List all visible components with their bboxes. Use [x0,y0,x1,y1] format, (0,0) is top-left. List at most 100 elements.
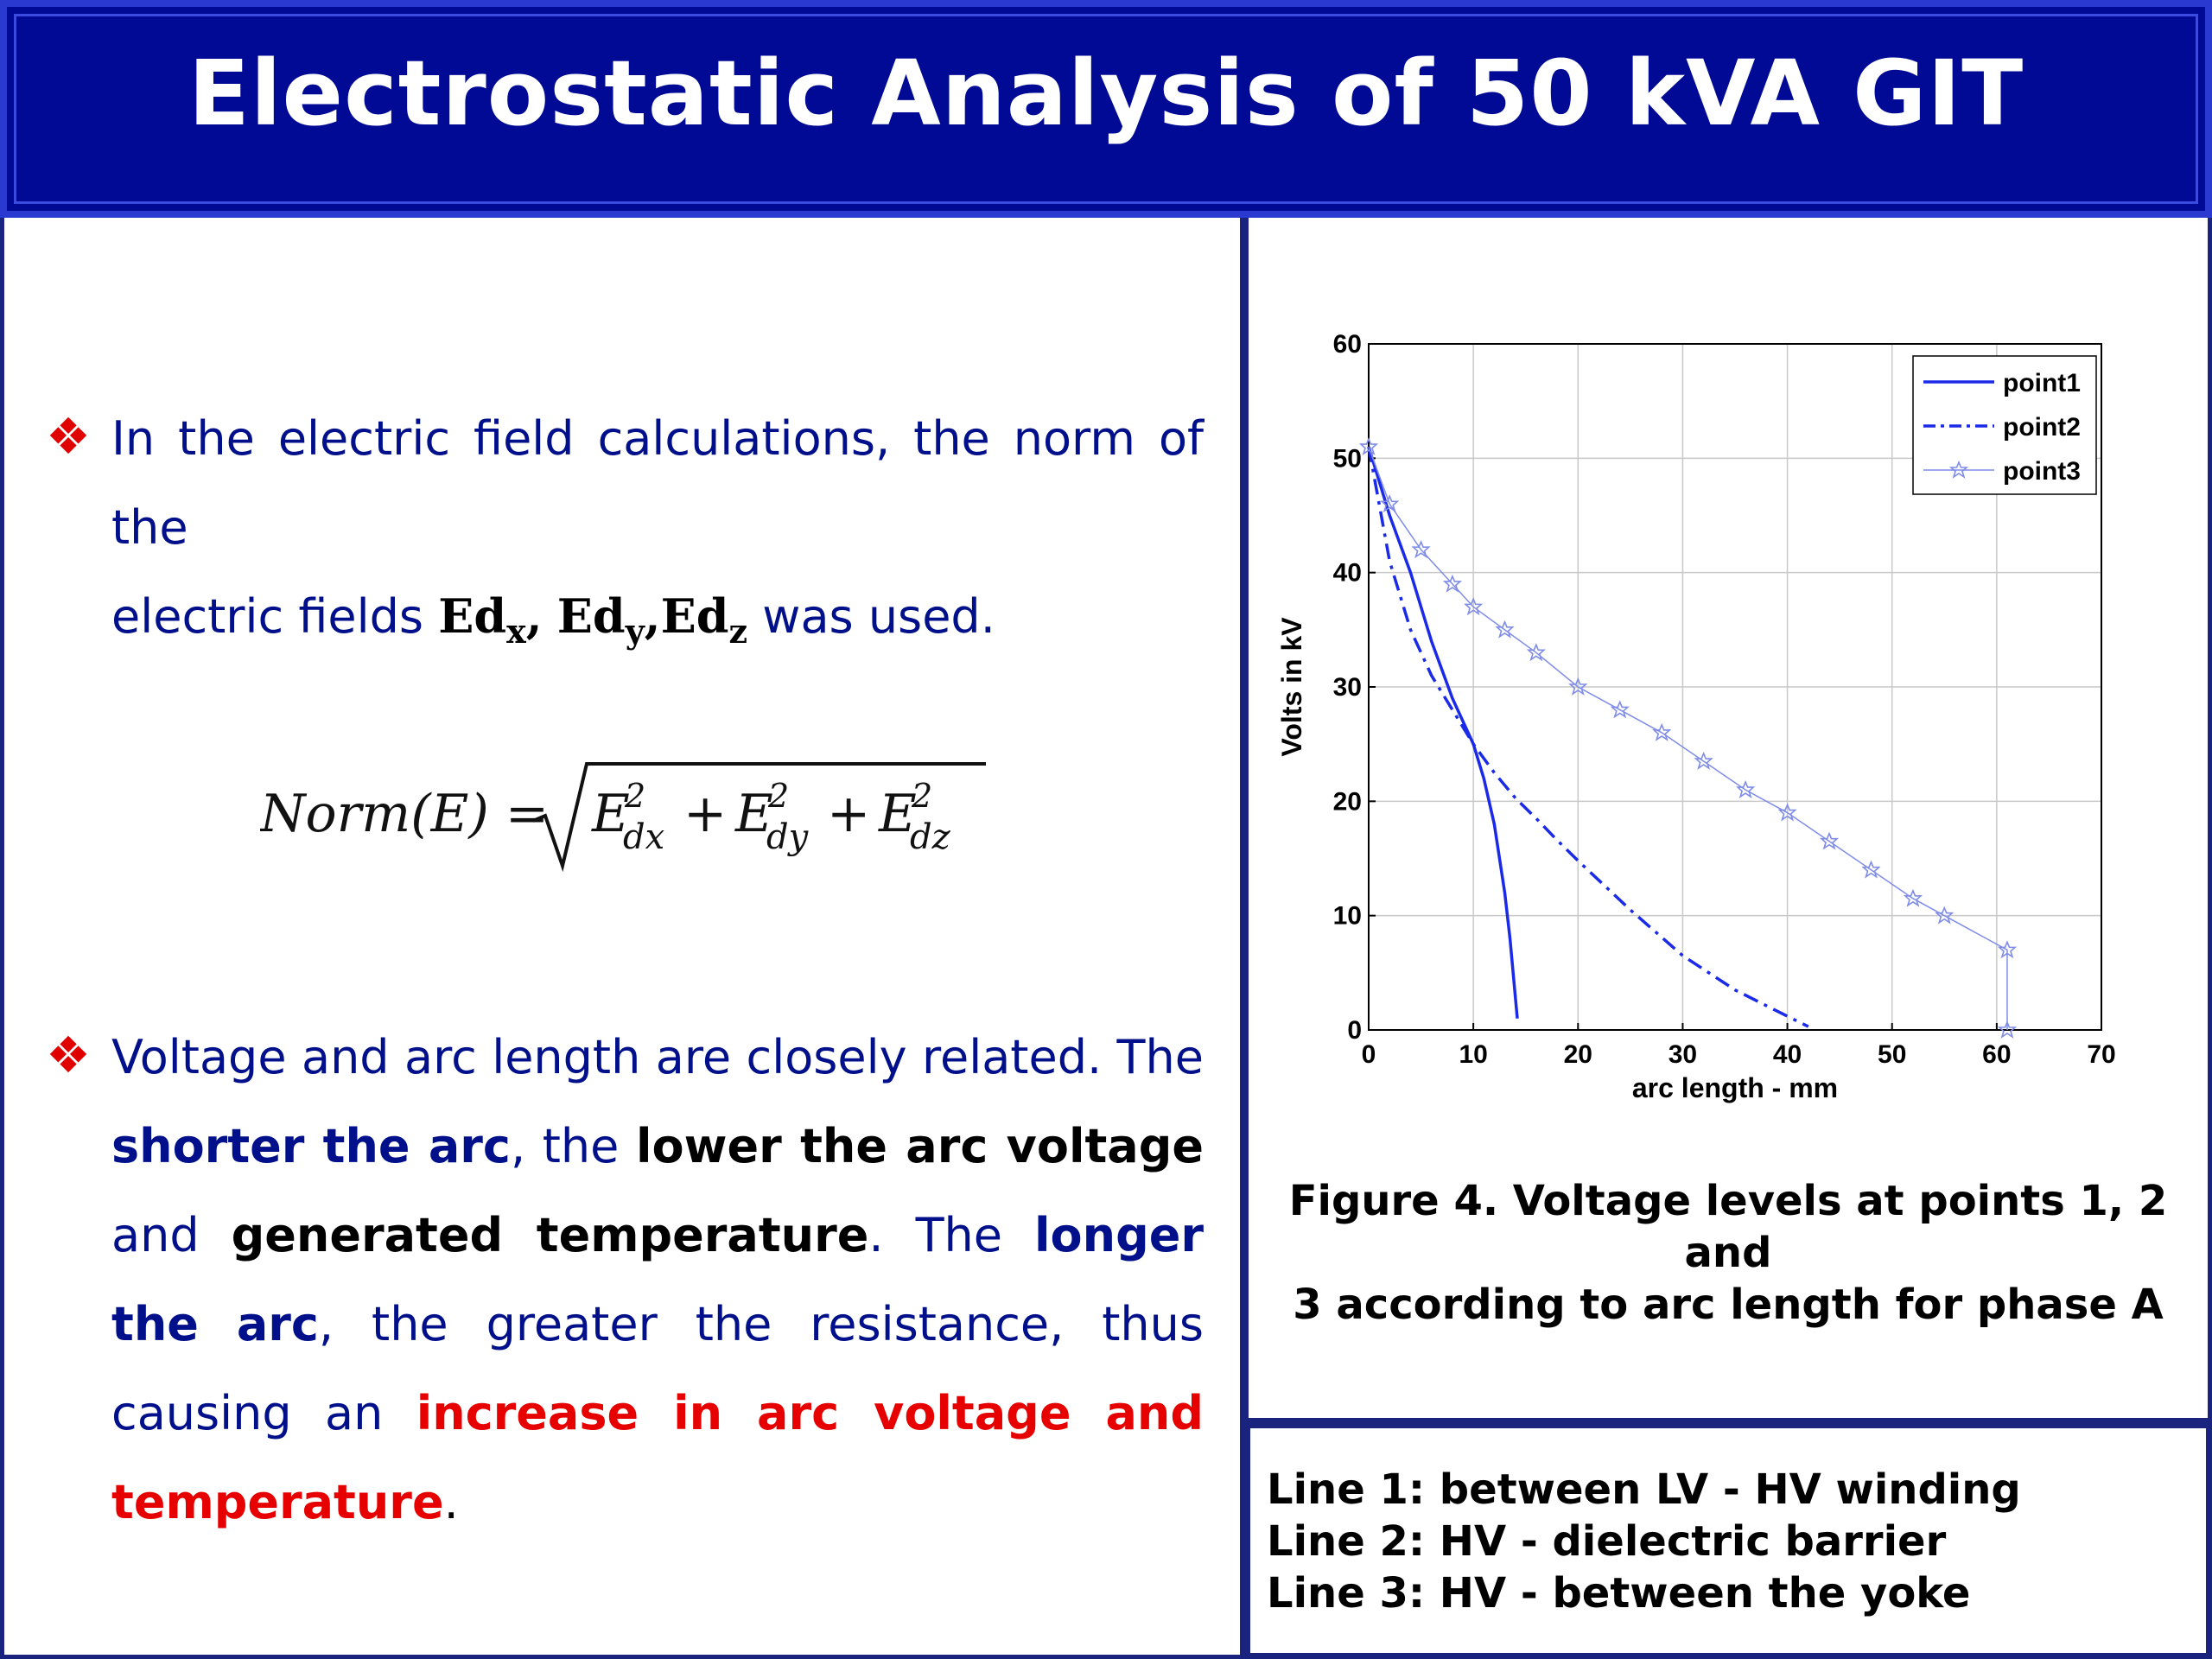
data-point-point3 [1694,751,1713,770]
x-tick-label: 70 [2087,1040,2115,1069]
x-tick-label: 60 [1982,1040,2011,1069]
field-ex: Edx, [438,588,543,651]
y-tick-label: 60 [1333,330,1362,359]
data-point-point3 [1903,888,1923,907]
term-sq-1: 2 [624,777,645,815]
data-point-point3 [1526,643,1546,662]
p2-r1: increase in arc voltage and temperature [111,1386,1204,1529]
norm-formula: Norm(E) = E 2 dx + E 2 dy + E 2 dz [258,753,1038,874]
bullet-icon: ❖ [46,407,91,466]
p2-t2: , the [510,1119,637,1173]
chart-ticks: 0 10 20 30 40 50 60 70 0 10 20 30 40 50 60 [1333,330,2116,1069]
data-point-point3 [1411,540,1431,559]
voltage-chart: 0 10 20 30 40 50 60 70 0 10 20 30 40 50 60 arc length … [1276,330,2116,1103]
term-e-3: E [878,784,917,844]
x-axis-title: arc length - mm [1632,1072,1838,1103]
data-point-point3 [1861,860,1881,879]
data-point-point3 [1495,620,1515,639]
x-tick-label: 20 [1564,1040,1592,1069]
data-point-point3 [1736,780,1756,799]
y-tick-label: 0 [1347,1016,1362,1045]
term-sq-2: 2 [767,777,789,815]
chart-legend: point1 point2 point3 [1912,355,2097,495]
formula-lhs: Norm(E) = [260,784,549,844]
sub-z: z [728,612,748,651]
x-tick-label: 0 [1362,1040,1376,1069]
bullet-icon: ❖ [46,1026,91,1084]
p2-b4: longer the [111,1208,1204,1351]
x-tick-label: 50 [1878,1040,1906,1069]
x-tick-label: 10 [1459,1040,1487,1069]
legend-label-point2: point2 [2003,413,2081,442]
p2-b5: arc [236,1297,319,1351]
y-tick-label: 50 [1333,444,1362,473]
data-point-point3 [1652,722,1672,741]
legend-label-point1: point1 [2003,369,2081,397]
sqrt-sign [532,762,986,873]
field-ey: Edy, [556,588,661,651]
sep-2: , [644,588,661,644]
sep-1: , [525,588,543,644]
p2-t5: , the greater the resistance, thus causi… [111,1297,1204,1440]
sub-x: x [506,612,526,651]
sub-y: y [625,612,645,651]
header-banner: Electrostatic Analysis of 50 kVA GIT [0,0,2212,218]
data-point-point3 [1997,940,2018,959]
legend-marker-point3 [1948,460,1969,479]
data-point-point3 [1610,700,1630,719]
p2-t6: . [443,1475,459,1529]
data-point-point3 [1777,803,1797,822]
series-line-point2 [1367,446,1809,1028]
term-e-1: E [591,784,630,844]
chart-series [1358,437,2018,1039]
data-point-point3 [1464,597,1484,616]
data-point-point3 [1997,1020,2018,1039]
paragraph-arc: Voltage and arc length are closely relat… [111,1013,1204,1547]
term-e-2: E [734,784,773,844]
ed-x: Ed [438,588,507,644]
p1-text2: electric fields [111,589,424,644]
p2-b3: generated temperature [231,1208,869,1262]
line-3-text: Line 3: HV - between the yoke [1267,1569,1971,1618]
p1-text3: was used. [762,589,995,644]
figure-caption: Figure 4. Voltage levels at points 1, 2 … [1270,1175,2186,1331]
data-point-point3 [1380,494,1400,513]
p2-t4: . The [868,1208,1035,1262]
legend-label-point3: point3 [2003,457,2081,486]
page-title: Electrostatic Analysis of 50 kVA GIT [188,41,2024,146]
plus-1: + [683,784,727,844]
term-dy: dy [766,817,810,857]
y-tick-label: 10 [1333,902,1362,931]
field-ez: Edz [660,588,748,651]
formula-svg: Norm(E) = E 2 dx + E 2 dy + E 2 dz [258,762,986,873]
term-dz: dz [910,817,951,857]
x-tick-label: 40 [1773,1040,1802,1069]
y-axis-title: Volts in kV [1276,617,1307,757]
line-1-text: Line 1: between LV - HV winding [1267,1465,2021,1514]
lines-box [1244,1422,2212,1659]
y-tick-label: 20 [1333,787,1362,816]
p2-b1: shorter the arc [111,1119,511,1173]
left-panel: ❖ In the electric field calculations, th… [0,218,1244,1659]
caption-line-2: 3 according to arc length for phase A [1293,1281,2164,1329]
term-sq-3: 2 [911,777,932,815]
term-dx: dx [623,817,664,857]
p1-text1: In the electric field calculations, the … [111,411,1204,555]
x-tick-label: 30 [1669,1040,1697,1069]
p2-t1: Voltage and arc length are closely relat… [111,1030,1204,1084]
series-line-point3 [1368,446,2008,1030]
data-point-point3 [1442,574,1462,593]
series-line-point1 [1367,446,1519,1019]
y-tick-label: 30 [1333,673,1362,702]
data-point-point3 [1935,906,1955,925]
data-point-point3 [1568,677,1588,696]
paragraph-norm: In the electric field calculations, the … [111,394,1204,676]
p2-b2: lower the arc voltage [636,1119,1204,1173]
line-2-text: Line 2: HV - dielectric barrier [1267,1517,1947,1566]
ed-z: Ed [660,588,729,644]
ed-y: Ed [556,588,626,644]
caption-line-1: Figure 4. Voltage levels at points 1, 2 … [1288,1177,2168,1277]
data-point-point3 [1358,437,1379,456]
y-tick-label: 40 [1333,559,1362,588]
data-point-point3 [1819,831,1840,850]
